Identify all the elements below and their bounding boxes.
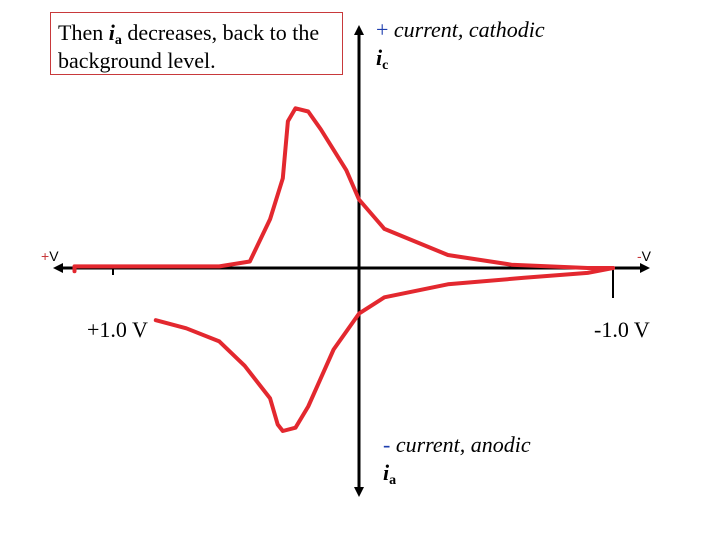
y-axis-bottom-label: - current, anodic ia [383, 432, 531, 488]
callout-text-prefix: Then [58, 20, 109, 45]
y-axis-top-label: + current, cathodic ic [376, 17, 545, 73]
callout-text-suffix: decreases, back to the [121, 20, 320, 45]
tick-label-negative: -1.0 V [594, 317, 650, 342]
anodic-sweep-curve [153, 266, 615, 433]
cathodic-sweep-curve [72, 106, 615, 274]
callout-line-2: background level. [58, 48, 216, 73]
callout-subscript: a [114, 33, 122, 48]
callout-variable: i [108, 20, 115, 45]
x-axis-right-label: -V [637, 248, 652, 264]
tick-label-positive: +1.0 V [87, 317, 148, 342]
x-axis-left-label: +V [41, 248, 59, 264]
callout-box: Then ia decreases, back to the backgroun… [50, 12, 343, 75]
